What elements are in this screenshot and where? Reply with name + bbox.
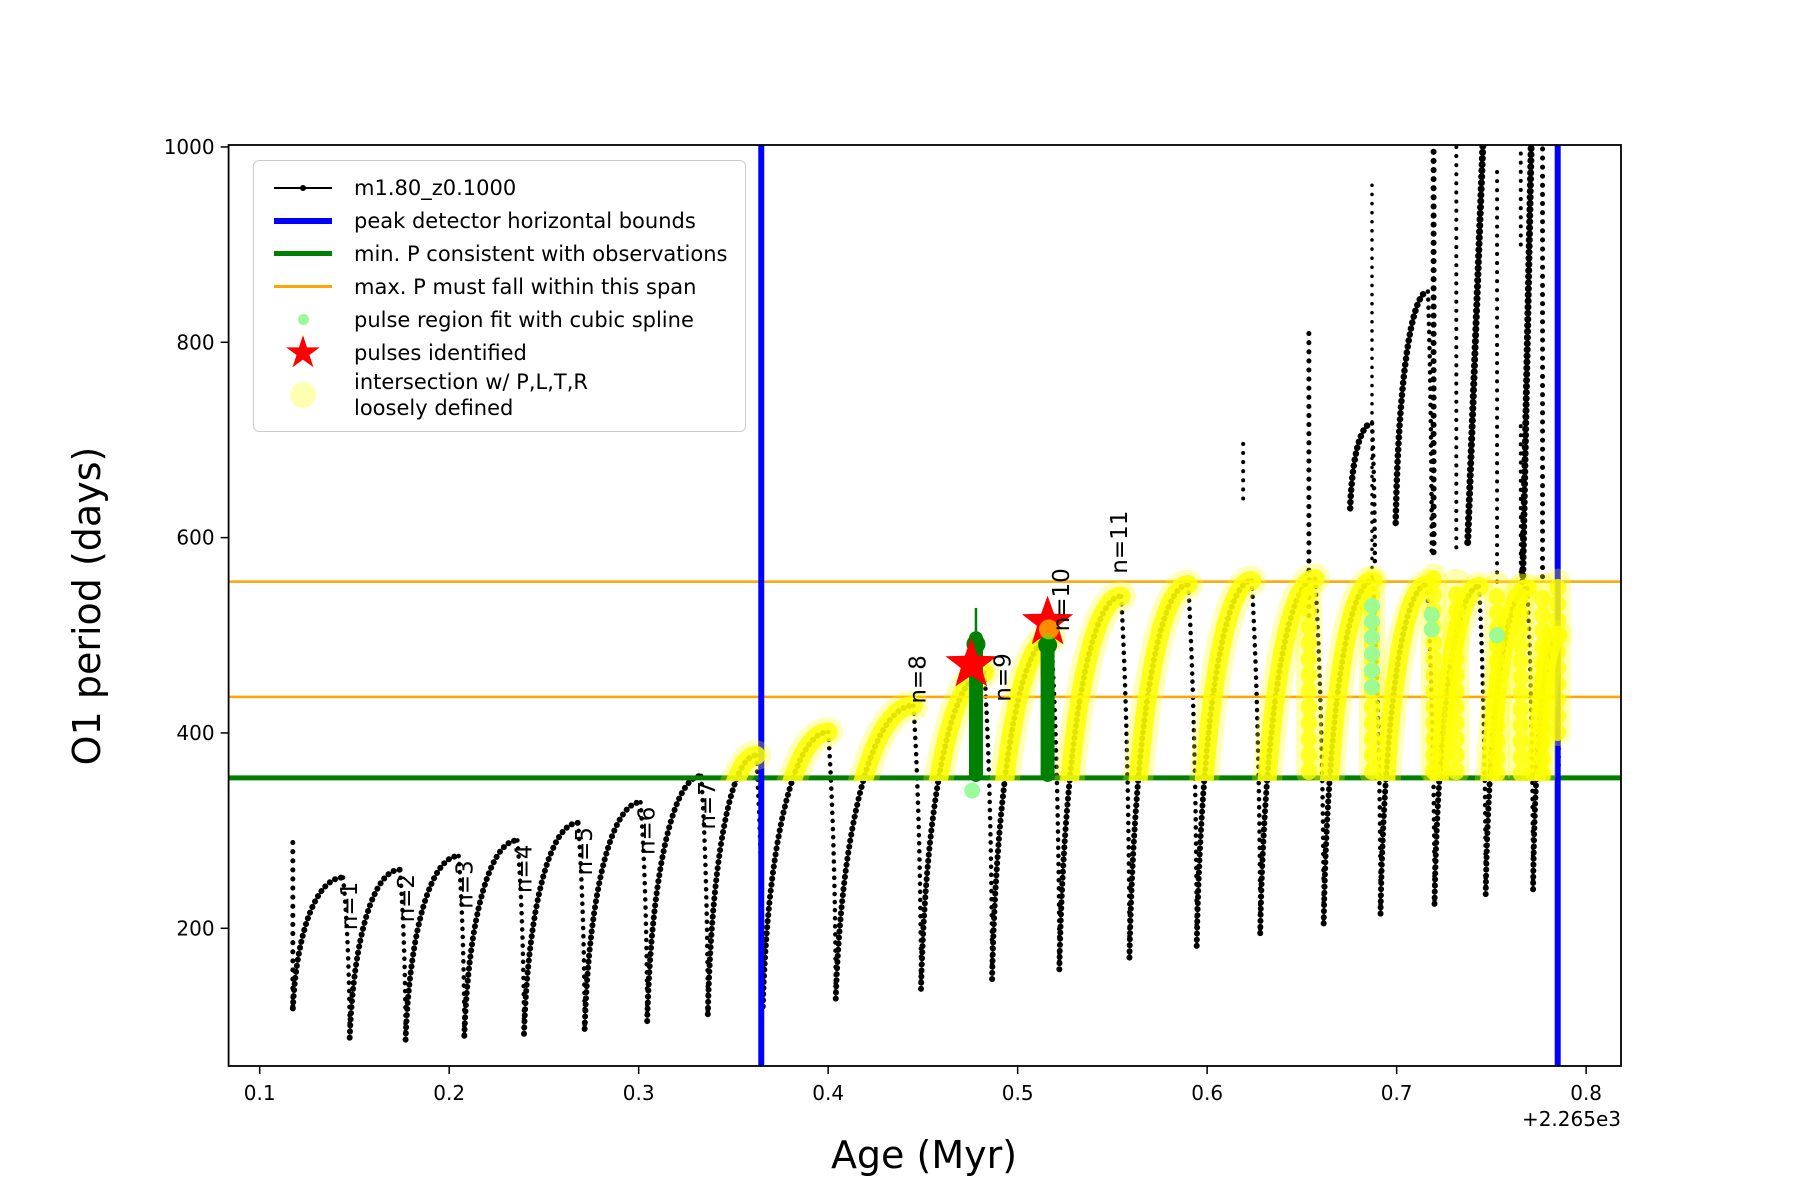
series-pulse-drop	[638, 800, 650, 1024]
pulse-number-label: n=11	[1107, 511, 1133, 574]
pulse-identified-star	[945, 637, 997, 687]
series-high-arc-drop	[1425, 289, 1434, 555]
series-high-arc	[1392, 288, 1432, 527]
intersection-arc	[1257, 569, 1325, 781]
x-tick-label: 0.3	[623, 1081, 655, 1105]
series-steep-riser	[1464, 145, 1487, 547]
series-pulse-drop	[1118, 593, 1132, 960]
y-tick-label: 400	[176, 721, 214, 745]
series-pulse-arc	[581, 799, 644, 1032]
legend-item-series: m1.80_z0.1000	[264, 171, 727, 204]
x-tick-label: 0.7	[1381, 1081, 1413, 1105]
blue-line-icon	[264, 217, 342, 224]
pulse-number-label: n=1	[337, 882, 363, 930]
cubic-spline-fit-dot	[964, 782, 981, 799]
orange-line-icon	[264, 285, 342, 288]
x-tick-label: 0.4	[812, 1081, 844, 1105]
x-tick-label: 0.8	[1570, 1081, 1602, 1105]
legend-item-label: min. P consistent with observations	[354, 241, 728, 266]
series-pulse-arc	[644, 772, 705, 1025]
x-tick-label: 0.2	[433, 1081, 465, 1105]
x-axis-title: Age (Myr)	[831, 1133, 1017, 1177]
intersection-arc	[1320, 571, 1383, 781]
pulse-number-labels: n=1 n=2 n=3 n=4 n=5 n=6 n=7 n=8 n=9 n=10 n=11	[337, 511, 1133, 931]
y-axis-title: O1 period (days)	[65, 447, 109, 766]
y-tick-label: 600	[176, 526, 214, 550]
intersection-arc	[782, 722, 838, 781]
legend-item-peak-bounds: peak detector horizontal bounds	[264, 204, 727, 237]
legend-item-label: intersection w/ P,L,T,R loosely defined	[354, 370, 588, 420]
cubic-spline-fit-dot	[1423, 606, 1440, 623]
series-high-arc	[1346, 420, 1376, 512]
intersection-arc	[1376, 575, 1437, 781]
legend-item-pulse-fit: pulse region fit with cubic spline	[264, 303, 727, 336]
cubic-spline-fit-dot	[1364, 679, 1381, 696]
intersection-arc	[1128, 575, 1198, 781]
legend-item-label: pulses identified	[354, 340, 527, 365]
legend: m1.80_z0.1000 peak detector horizontal b…	[253, 160, 747, 432]
cubic-spline-fit-dot	[1364, 662, 1381, 679]
red-star-icon: ★	[283, 326, 323, 378]
cubic-spline-fit-dot	[1364, 645, 1381, 662]
pulse-number-label: n=10	[1049, 568, 1075, 631]
cubic-spline-fit-dot	[1423, 621, 1440, 638]
cubic-spline-fit-dot	[1364, 629, 1381, 646]
pulse-number-label: n=5	[572, 827, 598, 875]
x-tick-label: 0.6	[1191, 1081, 1223, 1105]
palegreen-dot-icon	[264, 314, 342, 325]
intersection-arc	[725, 745, 766, 781]
y-tick-label: 800	[176, 330, 214, 354]
series-line-icon	[264, 184, 342, 191]
series-high-arc-drop	[1369, 421, 1378, 570]
legend-item-label: peak detector horizontal bounds	[354, 208, 696, 233]
yellow-dot-icon	[264, 382, 342, 408]
legend-item-label: max. P must fall within this span	[354, 274, 697, 299]
intersection-arc	[1194, 571, 1262, 781]
plot-border	[227, 144, 1622, 1067]
x-axis-offset-text: +2.265e3	[1522, 1107, 1621, 1131]
x-tick-label: 0.5	[1002, 1081, 1034, 1105]
cubic-spline-fit-dot	[1364, 613, 1381, 630]
series-pulse-arc	[289, 874, 347, 1012]
legend-item-max-p: max. P must fall within this span	[264, 270, 727, 303]
x-tick-label: 0.1	[244, 1081, 276, 1105]
intersection-arc	[1060, 586, 1131, 781]
cubic-spline-fit-dot	[1364, 597, 1381, 614]
pulse-number-label: n=8	[905, 655, 931, 703]
series-pulse-arc	[461, 837, 521, 1039]
pulse-fit-green-bar-tip	[1038, 635, 1058, 655]
pulse-number-label: n=4	[511, 845, 537, 893]
legend-item-min-p: min. P consistent with observations	[264, 237, 727, 270]
y-tick-label: 1000	[164, 135, 215, 159]
series-pulse-drop	[825, 729, 838, 1001]
cubic-spline-fit-dot	[1489, 627, 1506, 644]
series-pulse-drop	[698, 773, 711, 1017]
pulse-number-label: n=7	[695, 781, 721, 829]
series-pulse-arc	[521, 819, 582, 1037]
series-pulse-arc	[346, 866, 403, 1041]
axes-layer: 0.1 0.2 0.3 0.4 0.5 0.6 0.7 0.8 200 400 600 800 1000	[164, 135, 1622, 1105]
series-pulse-arc	[402, 853, 462, 1043]
legend-item-label: pulse region fit with cubic spline	[354, 307, 694, 332]
pulse-number-label: n=6	[635, 807, 661, 855]
legend-item-intersection: intersection w/ P,L,T,R loosely defined	[264, 369, 727, 421]
series-pulse-drop	[982, 670, 995, 982]
intersection-arc	[853, 696, 923, 781]
legend-item-pulses: ★ pulses identified	[264, 326, 727, 378]
series-pulse-drop	[911, 703, 924, 992]
series-steep-riser	[1519, 145, 1535, 586]
intersection-over-star-dot	[1038, 619, 1059, 640]
pulse-number-label: n=3	[453, 860, 479, 908]
pulse-number-label: n=2	[394, 874, 420, 922]
green-line-icon	[264, 251, 342, 256]
pulse-number-label: n=9	[990, 653, 1016, 701]
series-pulse-drop	[1185, 582, 1199, 949]
y-tick-label: 200	[176, 916, 214, 940]
pulse-marks-layer	[945, 595, 1506, 799]
legend-item-label: m1.80_z0.1000	[354, 175, 517, 200]
